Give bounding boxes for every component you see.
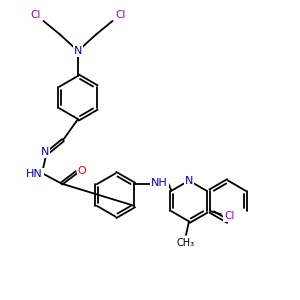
Text: Cl: Cl xyxy=(116,10,126,20)
Text: N: N xyxy=(74,46,82,56)
Text: NH: NH xyxy=(151,178,168,188)
Text: N: N xyxy=(185,176,193,186)
Text: Cl: Cl xyxy=(224,211,234,221)
Text: Cl: Cl xyxy=(30,10,40,20)
Text: CH₃: CH₃ xyxy=(177,238,195,248)
Text: HN: HN xyxy=(26,169,43,179)
Text: N: N xyxy=(41,147,49,157)
Text: O: O xyxy=(77,166,86,176)
